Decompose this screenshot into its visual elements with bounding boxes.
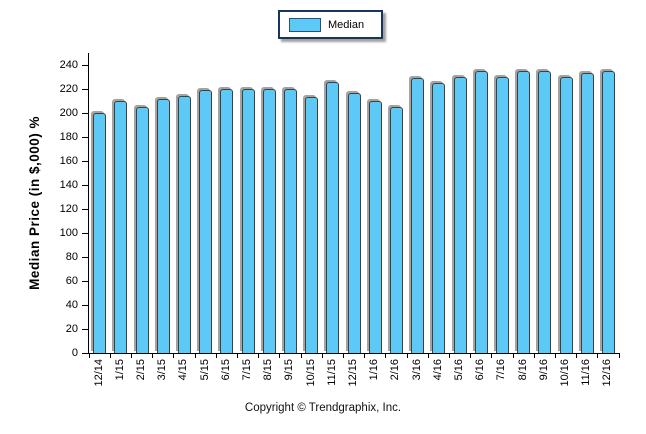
bar-10-16 (559, 77, 573, 353)
x-tick-mark (194, 353, 196, 358)
bar-12-16 (601, 71, 615, 353)
y-tick-label: 20 (65, 323, 78, 335)
y-tick-label: 120 (59, 203, 78, 215)
y-tick-label: 220 (59, 83, 78, 95)
y-tick-mark (82, 256, 88, 258)
bar-12-14 (93, 113, 107, 353)
x-tick-mark (597, 353, 599, 358)
x-tick-mark (321, 353, 323, 358)
x-tick-mark (279, 353, 281, 358)
x-tick-mark (130, 353, 132, 358)
bar-1-15 (114, 101, 128, 353)
copyright-text: Copyright © Trendgraphix, Inc. (244, 402, 402, 414)
x-tick-mark (385, 353, 387, 358)
y-tick-mark (82, 184, 88, 186)
x-tick-mark (533, 353, 535, 358)
y-tick-mark (82, 208, 88, 210)
bar-6-16 (474, 71, 488, 353)
y-tick-label: 200 (59, 107, 78, 119)
y-tick-label: 80 (65, 251, 78, 263)
bar-2-16 (389, 107, 403, 353)
bar-10-15 (305, 97, 319, 353)
bar-3-16 (411, 78, 425, 353)
y-tick-label: 160 (59, 155, 78, 167)
x-tick-mark (576, 353, 578, 358)
bar-11-15 (326, 81, 340, 353)
bar-8-16 (517, 71, 531, 353)
x-tick-mark (448, 353, 450, 358)
x-tick-mark (364, 353, 366, 358)
bar-1-16 (368, 101, 382, 353)
bar-6-15 (220, 89, 234, 353)
y-tick-label: 140 (59, 179, 78, 191)
bar-8-15 (262, 89, 276, 353)
y-tick-label: 0 (71, 347, 78, 359)
bar-7-16 (495, 77, 509, 353)
x-tick-mark (470, 353, 472, 358)
x-tick-mark (173, 353, 175, 358)
y-tick-label: 180 (59, 131, 78, 143)
y-tick-mark (82, 64, 88, 66)
y-tick-label: 60 (65, 275, 78, 287)
bar-5-16 (453, 77, 467, 353)
x-tick-mark (236, 353, 238, 358)
bar-9-15 (283, 89, 297, 353)
x-tick-mark (258, 353, 260, 358)
y-tick-mark (82, 280, 88, 282)
x-tick-mark (215, 353, 217, 358)
bar-11-16 (580, 73, 594, 353)
y-tick-label: 40 (65, 299, 78, 311)
y-tick-mark (82, 160, 88, 162)
x-tick-mark (152, 353, 154, 358)
x-tick-mark (427, 353, 429, 358)
y-tick-mark (82, 304, 88, 306)
y-tick-label: 240 (59, 59, 78, 71)
x-tick-mark (342, 353, 344, 358)
y-tick-mark (82, 112, 88, 114)
bar-3-15 (156, 98, 170, 353)
y-tick-mark (82, 328, 88, 330)
x-tick-mark (109, 353, 111, 358)
legend-label-median: Median (328, 18, 365, 31)
legend: Median (278, 10, 383, 39)
x-tick-mark (618, 353, 620, 358)
legend-swatch-median (289, 17, 321, 32)
x-axis-labels: 12/14 1/15 2/15 3/15 4/15 5/15 6/15 7/15 8/15 9/1… (92, 359, 614, 387)
bar-4-16 (432, 83, 446, 353)
x-tick-mark (554, 353, 556, 358)
y-axis: 0 20 40 60 80 100 120 140 160 180 200 220 240 (0, 53, 88, 359)
bar-12-15 (347, 92, 361, 353)
bar-9-16 (538, 71, 552, 353)
bar-2-15 (135, 107, 149, 353)
y-tick-mark (82, 352, 88, 354)
x-tick-mark (512, 353, 514, 358)
x-tick-mark (406, 353, 408, 358)
y-tick-mark (82, 232, 88, 234)
y-tick-label: 100 (59, 227, 78, 239)
y-tick-mark (82, 88, 88, 90)
bar-7-15 (241, 89, 255, 353)
x-tick-mark (491, 353, 493, 358)
x-tick-mark (300, 353, 302, 358)
plot-area (88, 53, 620, 358)
x-tick-mark (88, 353, 90, 358)
y-tick-mark (82, 136, 88, 138)
bar-4-15 (177, 96, 191, 353)
bar-5-15 (199, 90, 213, 353)
